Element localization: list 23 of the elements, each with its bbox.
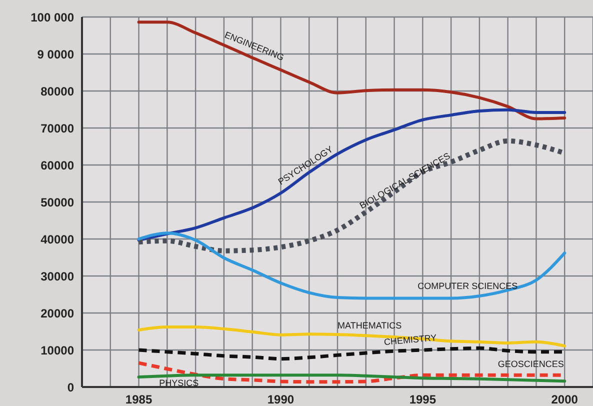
y-tick-label: 100 000 xyxy=(30,10,74,24)
x-tick-label: 1985 xyxy=(125,392,152,406)
series-label: PHYSICS xyxy=(159,378,199,388)
x-tick-label: 1990 xyxy=(267,392,294,406)
x-tick-label: 2000 xyxy=(551,392,578,406)
line-series xyxy=(137,232,566,300)
y-tick-label: 40000 xyxy=(40,232,74,246)
y-tick-label: 30000 xyxy=(40,269,74,284)
x-tick-label: 1995 xyxy=(409,392,436,406)
y-tick-label: 10000 xyxy=(40,343,74,358)
series-label: MATHEMATICS xyxy=(338,320,402,330)
y-tick-label: 70000 xyxy=(40,121,74,136)
line-series xyxy=(137,108,566,242)
y-tick-label: 20000 xyxy=(40,306,74,320)
y-tick-label: 50000 xyxy=(40,195,74,210)
series-label: COMPUTER SCIENCES xyxy=(418,281,518,292)
series-label: CHEMISTRY xyxy=(384,332,438,348)
series-label: GEOSCIENCES xyxy=(498,359,564,370)
y-tick-label: 80000 xyxy=(40,84,74,98)
y-tick-label: 60000 xyxy=(40,158,74,172)
line-series xyxy=(137,20,566,120)
y-tick-label: 0 xyxy=(67,380,74,394)
y-tick-label: 9 0000 xyxy=(37,47,74,62)
